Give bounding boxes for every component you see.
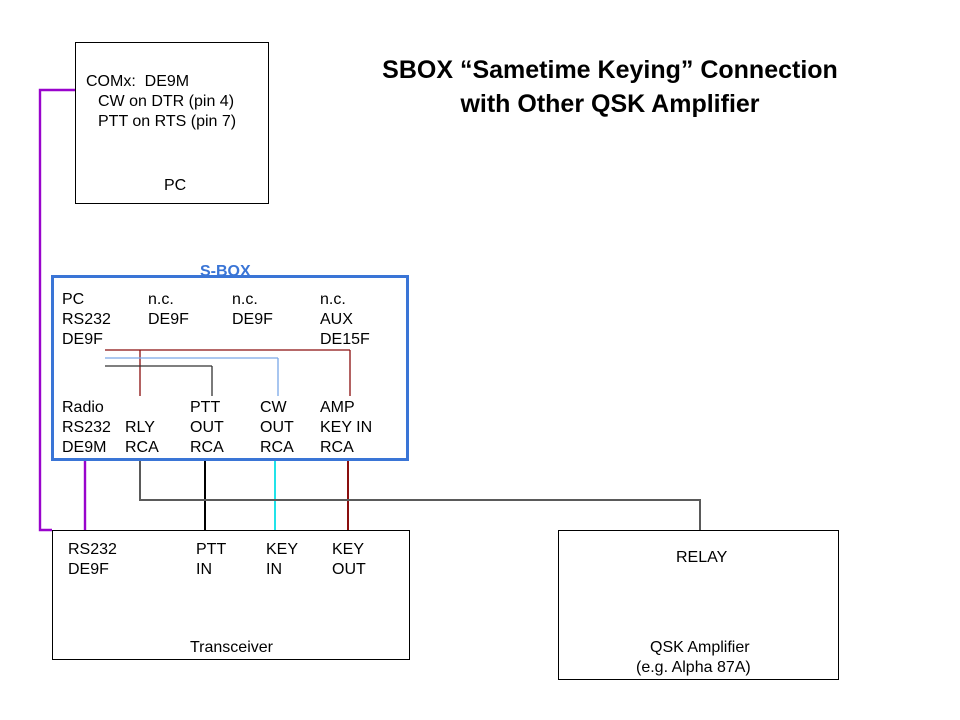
sbox-bot-0-0: Radio (62, 398, 104, 418)
sbox-top-2-0: n.c. (232, 290, 258, 310)
wire-sbox-rly-to-amp-relay (140, 461, 700, 530)
sbox-bot-4-2: RCA (320, 438, 354, 458)
sbox-top-0-1: RS232 (62, 310, 111, 330)
diagram-stage: SBOX “Sametime Keying” Connection with O… (0, 0, 960, 720)
diagram-title-line2: with Other QSK Amplifier (290, 90, 930, 119)
sbox-bot-3-1: OUT (260, 418, 294, 438)
sbox-bot-1-1: RCA (125, 438, 159, 458)
trx-port-2-1: IN (266, 560, 282, 580)
trx-port-1-1: IN (196, 560, 212, 580)
sbox-bot-0-2: DE9M (62, 438, 106, 458)
amp-port-0-0: RELAY (676, 548, 727, 568)
sbox-bot-1-0: RLY (125, 418, 155, 438)
amp-caption-0: QSK Amplifier (650, 638, 750, 658)
diagram-title-line1: SBOX “Sametime Keying” Connection (290, 56, 930, 85)
sbox-bot-2-1: OUT (190, 418, 224, 438)
trx-port-0-1: DE9F (68, 560, 109, 580)
sbox-top-3-0: n.c. (320, 290, 346, 310)
pc-label-3: PC (164, 176, 186, 196)
trx-port-3-0: KEY (332, 540, 364, 560)
sbox-bot-3-0: CW (260, 398, 287, 418)
sbox-top-0-0: PC (62, 290, 84, 310)
sbox-top-1-0: n.c. (148, 290, 174, 310)
sbox-bot-2-0: PTT (190, 398, 220, 418)
sbox-top-0-2: DE9F (62, 330, 103, 350)
pc-label-2: PTT on RTS (pin 7) (98, 112, 236, 132)
sbox-bot-4-0: AMP (320, 398, 355, 418)
sbox-bot-3-2: RCA (260, 438, 294, 458)
sbox-top-3-1: AUX (320, 310, 353, 330)
amp-caption-1: (e.g. Alpha 87A) (636, 658, 751, 678)
pc-label-0: COMx: DE9M (86, 72, 189, 92)
sbox-bot-2-2: RCA (190, 438, 224, 458)
trx-port-1-0: PTT (196, 540, 226, 560)
trx-port-0-0: RS232 (68, 540, 117, 560)
pc-label-1: CW on DTR (pin 4) (98, 92, 234, 112)
sbox-top-1-1: DE9F (148, 310, 189, 330)
sbox-bot-0-1: RS232 (62, 418, 111, 438)
trx-port-3-1: OUT (332, 560, 366, 580)
sbox-top-3-2: DE15F (320, 330, 370, 350)
sbox-top-2-1: DE9F (232, 310, 273, 330)
trx-caption: Transceiver (190, 638, 273, 658)
sbox-bot-4-1: KEY IN (320, 418, 372, 438)
trx-port-2-0: KEY (266, 540, 298, 560)
